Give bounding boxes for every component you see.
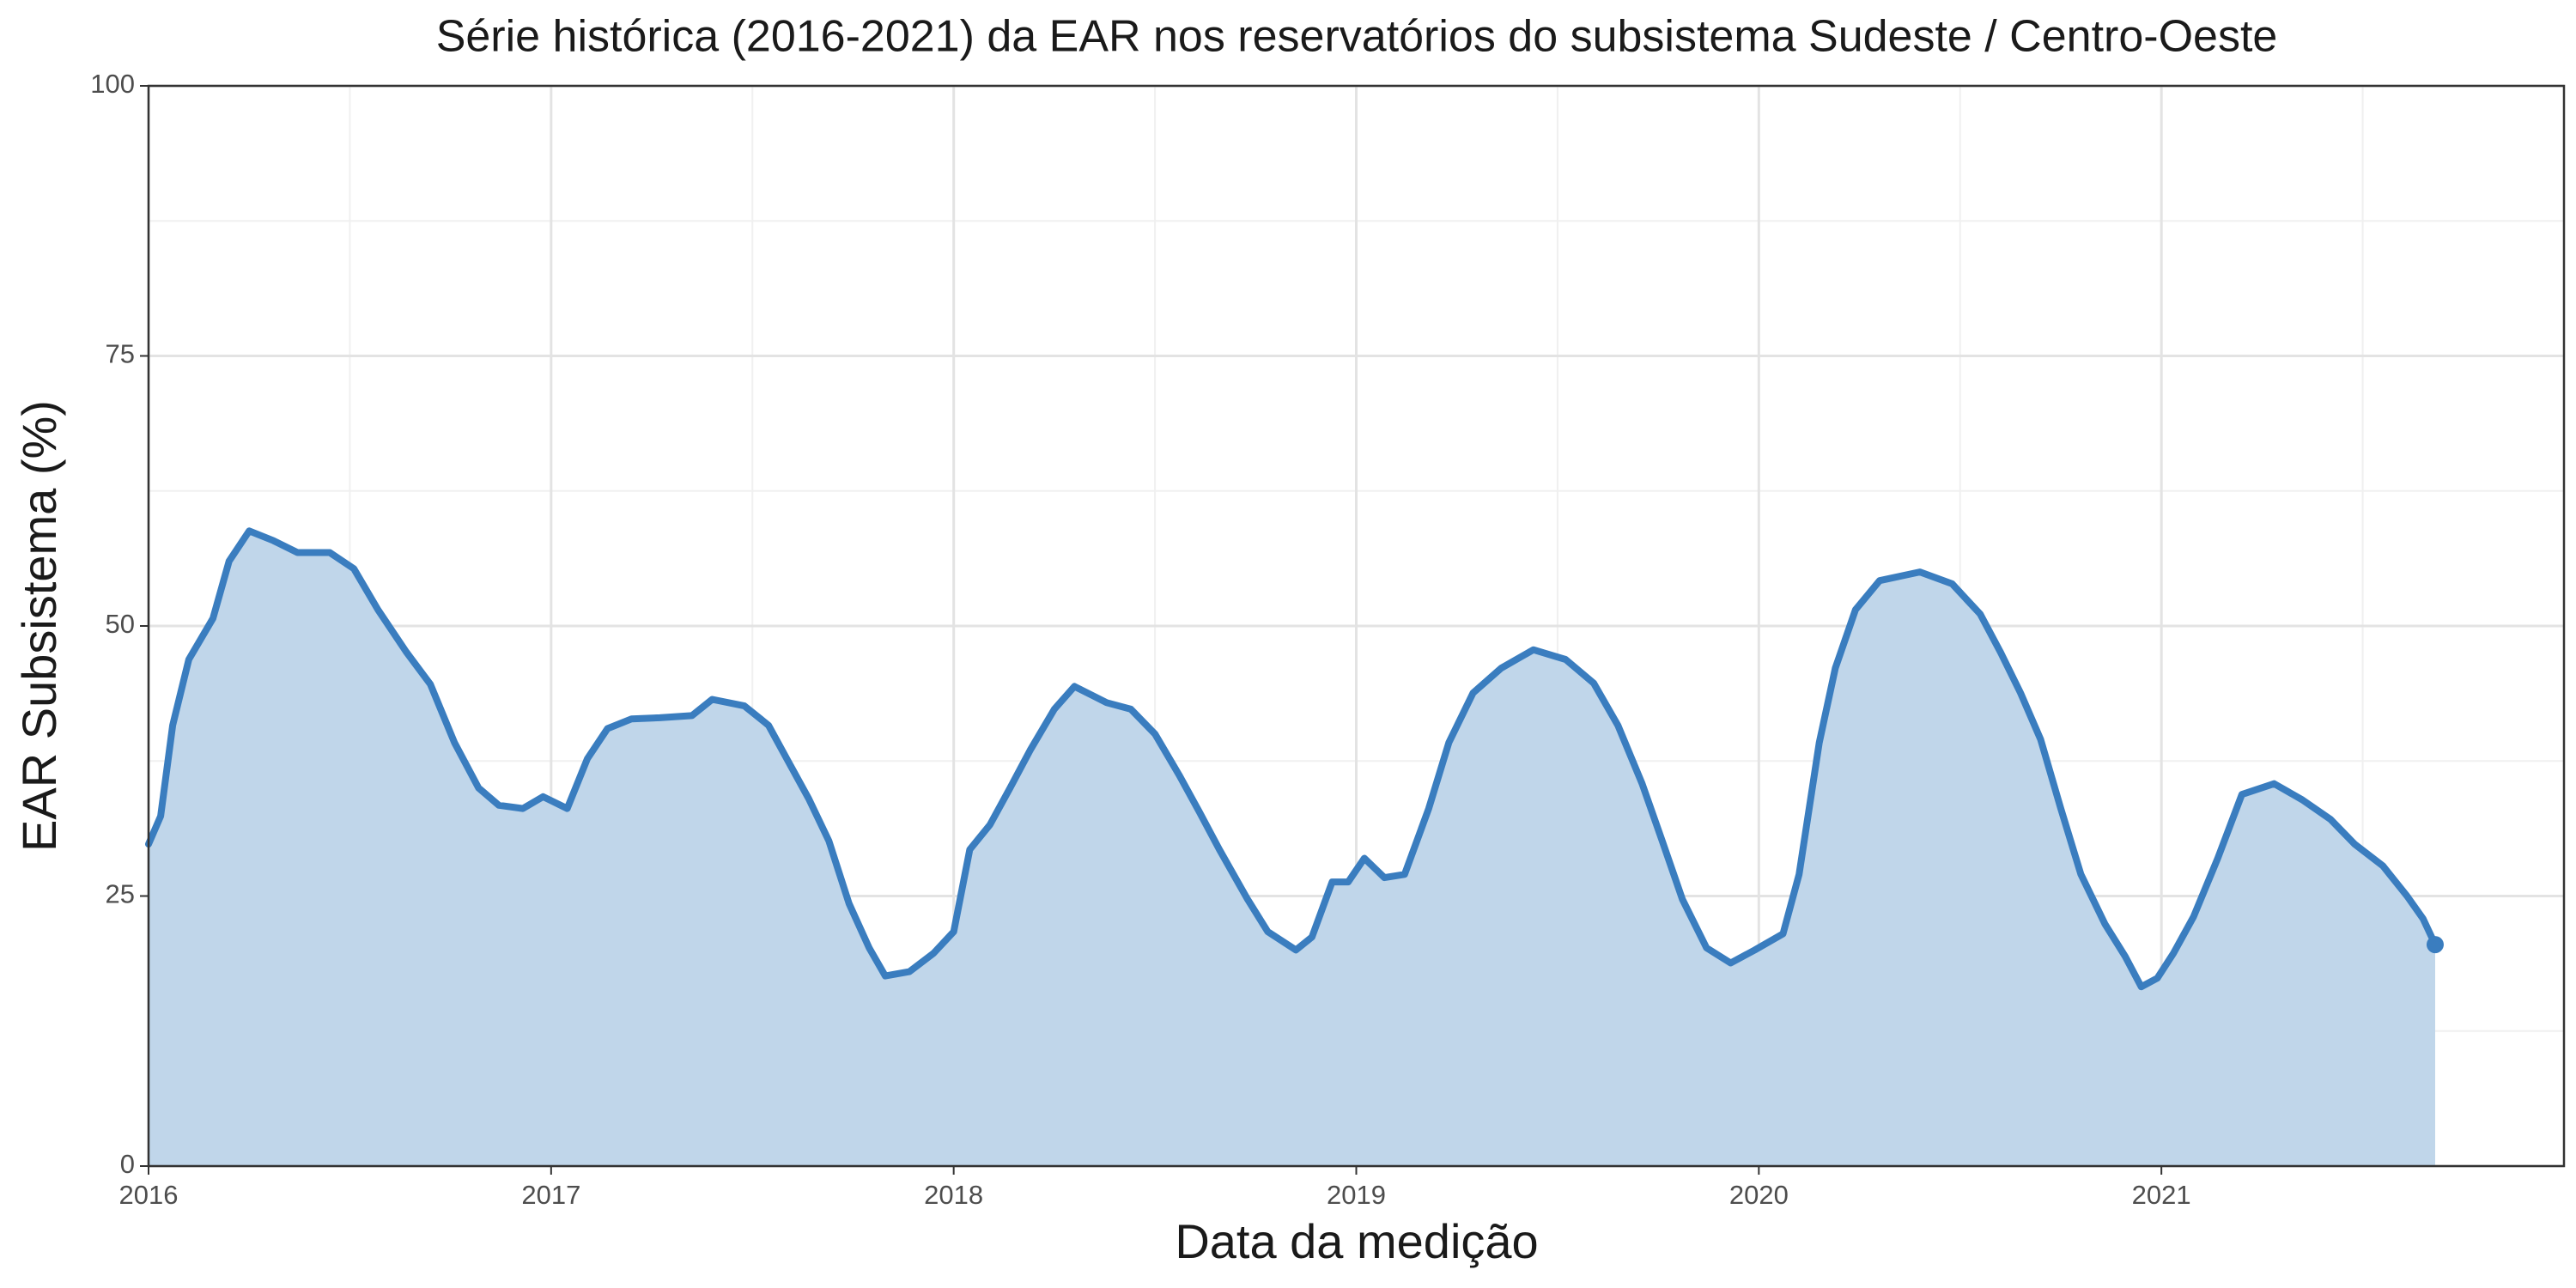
y-tick-label: 100 xyxy=(90,69,135,99)
x-tick-label: 2019 xyxy=(1327,1180,1386,1210)
chart-title: Série histórica (2016-2021) da EAR nos r… xyxy=(436,12,2278,62)
y-tick-label: 25 xyxy=(106,879,135,909)
x-axis-title: Data da medição xyxy=(1175,1214,1538,1268)
x-tick-label: 2020 xyxy=(1729,1180,1789,1210)
line xyxy=(145,527,2439,991)
x-tick-label: 2016 xyxy=(119,1180,179,1210)
x-tick-label: 2021 xyxy=(2132,1180,2191,1210)
y-tick-label: 75 xyxy=(106,339,135,369)
plot-border xyxy=(147,84,2566,1168)
y-axis-title: EAR Subsistema (%) xyxy=(12,400,66,852)
area xyxy=(149,531,2435,1166)
x-tick-label: 2017 xyxy=(521,1180,580,1210)
y-tick-label: 0 xyxy=(120,1149,135,1179)
y-tick-label: 50 xyxy=(106,609,135,639)
end-point xyxy=(2426,936,2444,954)
x-tick-label: 2018 xyxy=(924,1180,983,1210)
